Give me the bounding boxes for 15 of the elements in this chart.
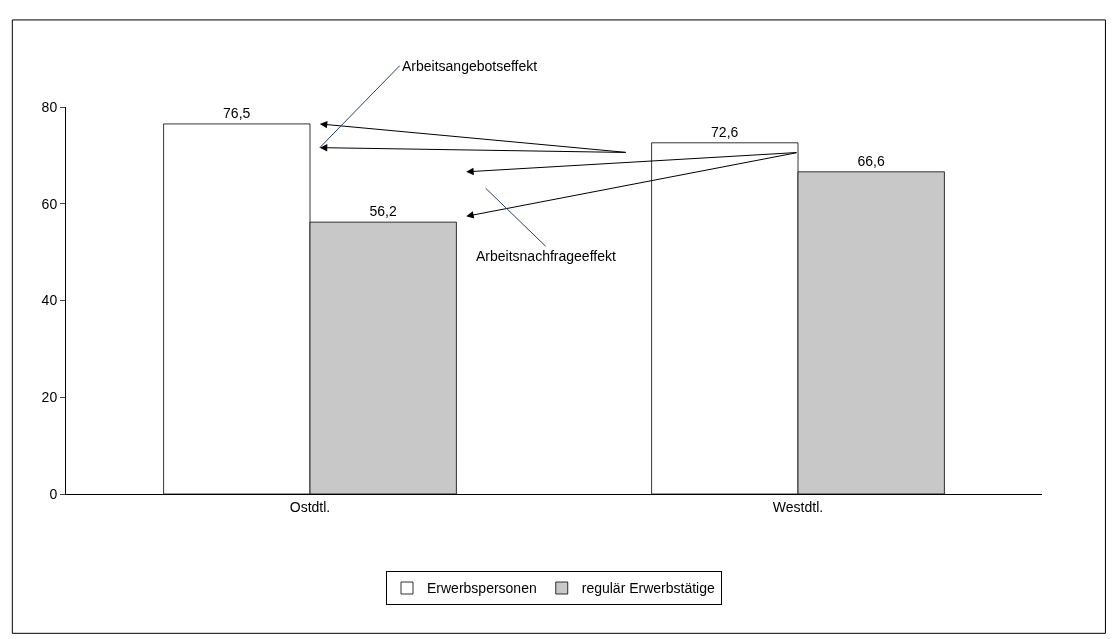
legend-label: regulär Erwerbstätige <box>581 580 716 597</box>
y-tick-label: 0 <box>49 485 58 502</box>
data-label: 76,5 <box>223 104 251 121</box>
y-tick-label: 40 <box>41 292 58 309</box>
data-label: 56,2 <box>369 203 397 220</box>
annotation: Arbeitsnachfrageeffekt <box>476 248 616 264</box>
legend-label: Erwerbspersonen <box>427 580 537 597</box>
y-tick-label: 80 <box>41 98 58 115</box>
text: Arbeitsangebotseffekt <box>402 58 538 74</box>
y-tick-label: 20 <box>41 389 58 406</box>
y-tick-label: 60 <box>41 195 58 212</box>
x-tick-label: Ostdtl. <box>289 498 331 515</box>
data-label: 66,6 <box>857 152 885 169</box>
data-label: 72,6 <box>711 123 739 140</box>
x-tick-label: Westdtl. <box>772 498 824 515</box>
